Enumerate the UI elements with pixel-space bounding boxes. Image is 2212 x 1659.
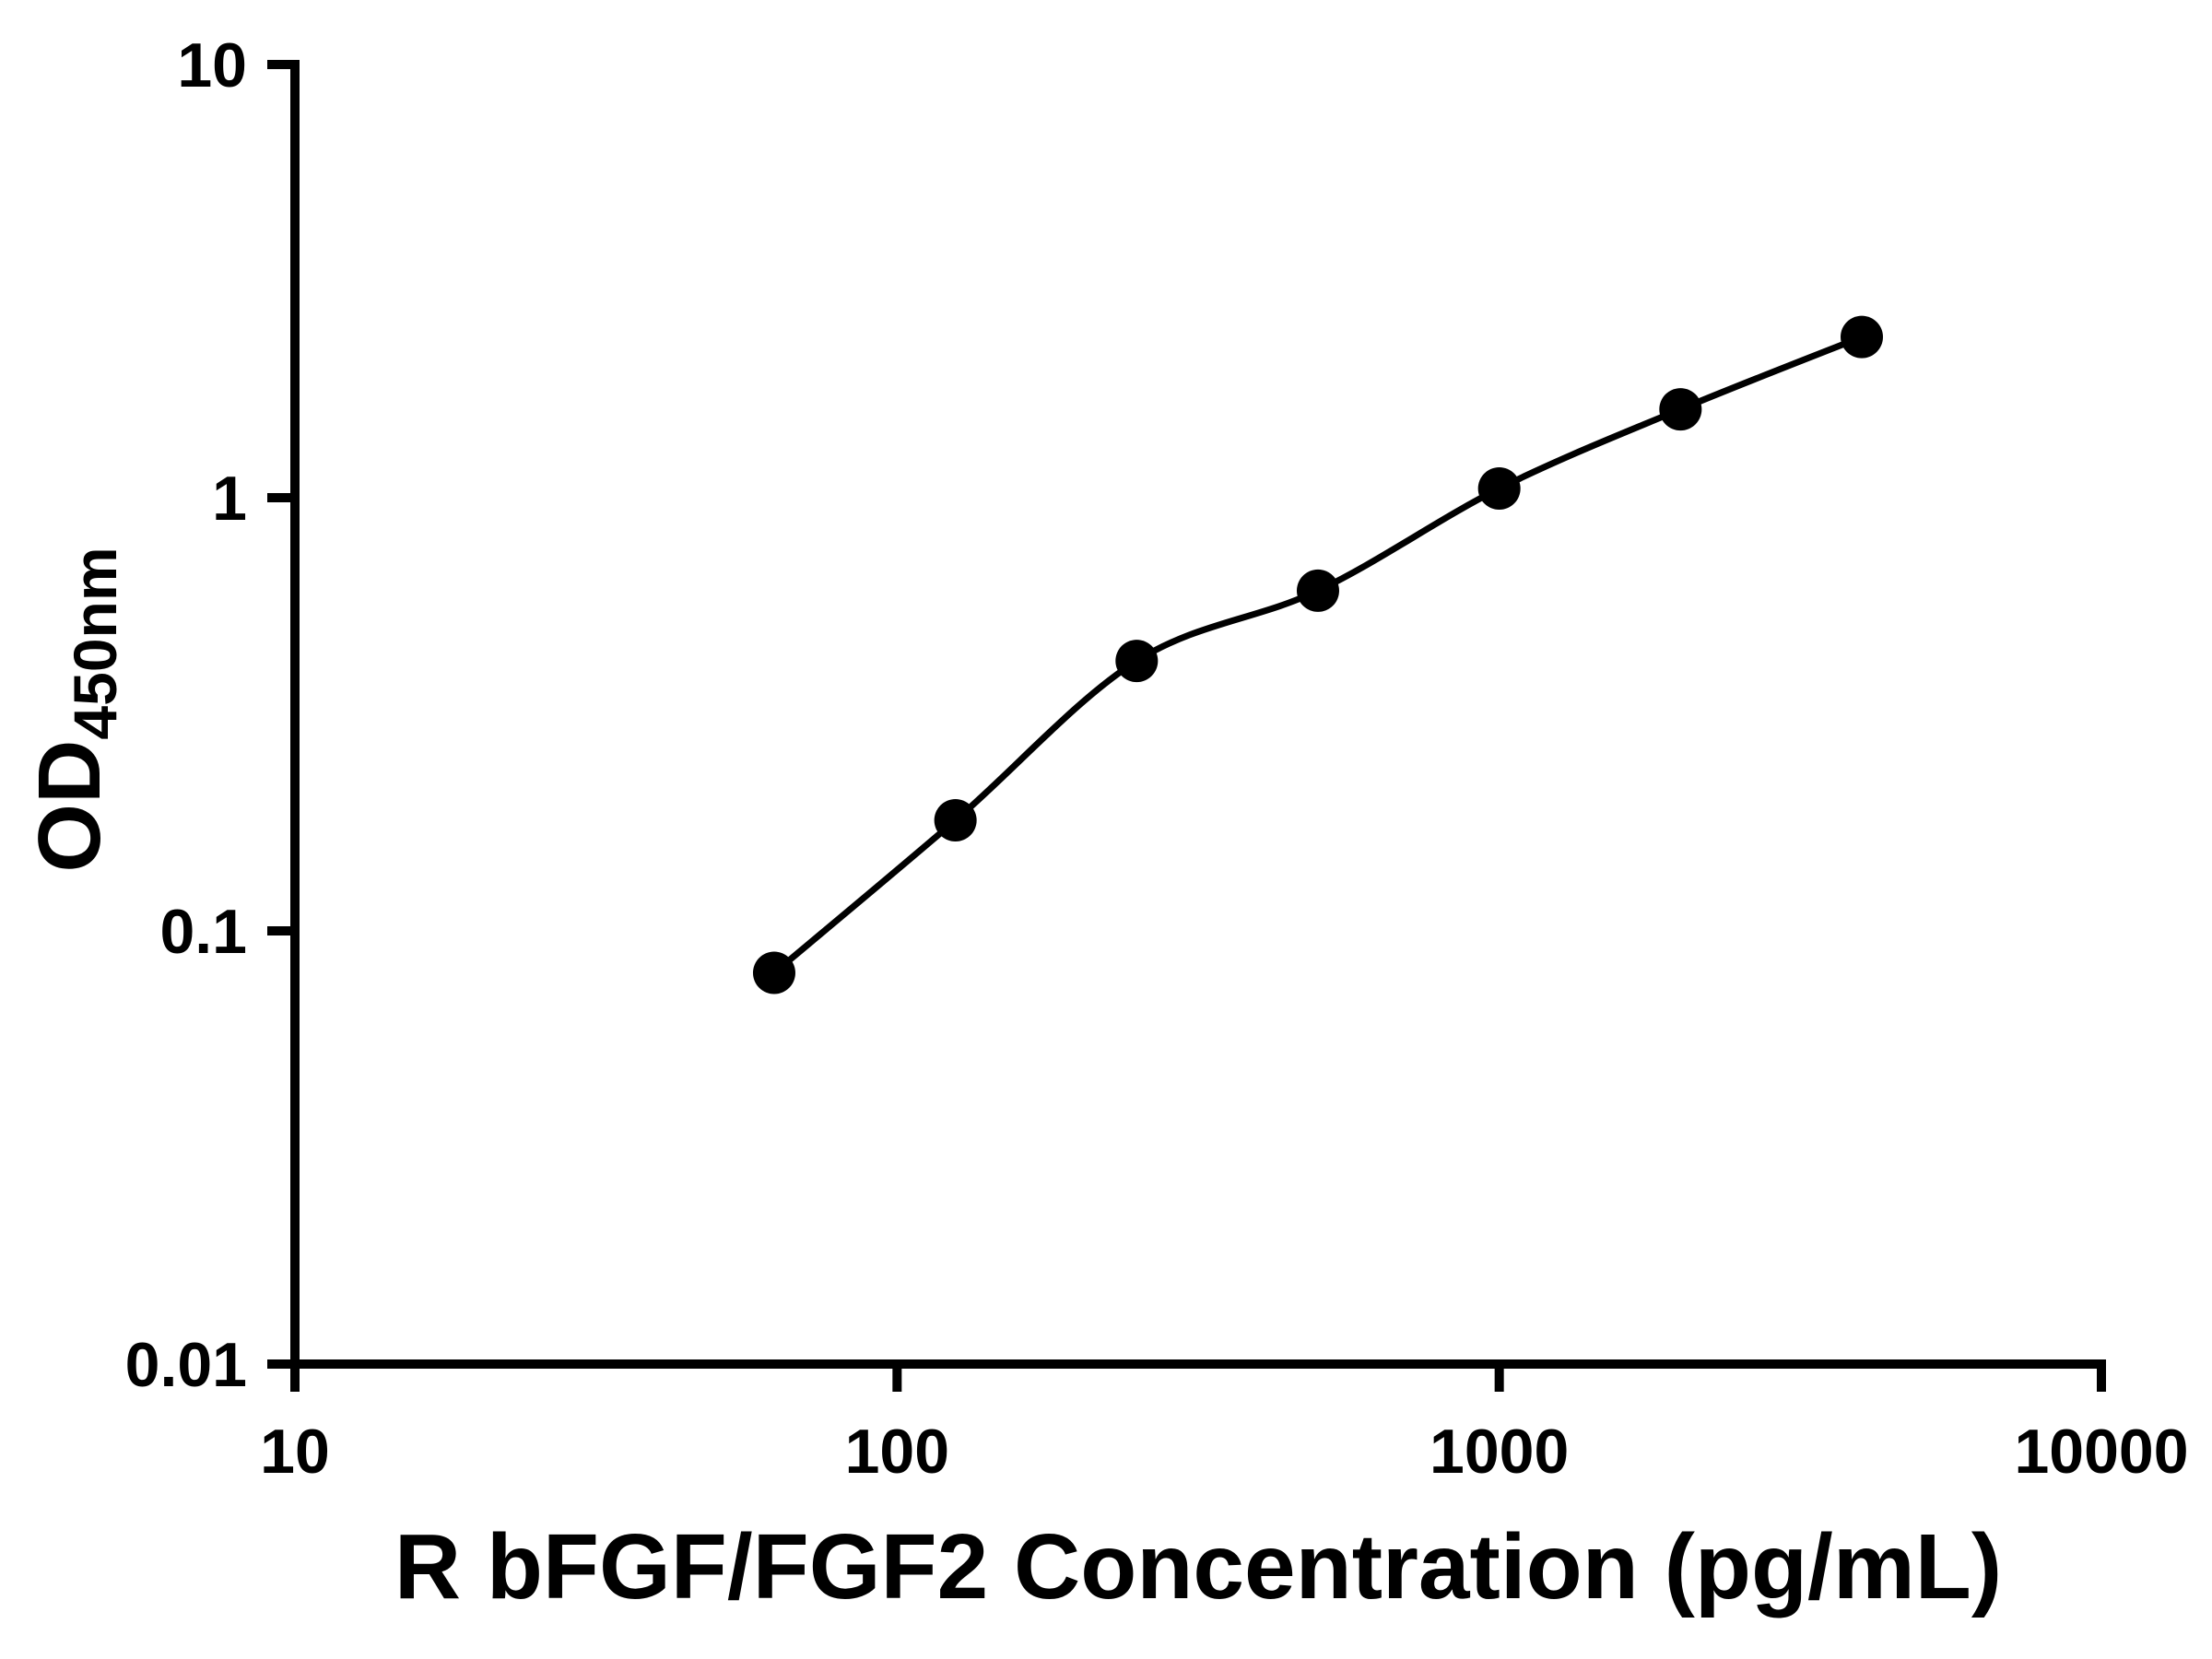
data-point-250	[1115, 640, 1159, 683]
y-axis-title-sub: 450nm	[61, 547, 129, 740]
data-point-500	[1296, 569, 1339, 612]
y-axis-title-main: OD	[20, 739, 119, 873]
x-tick-label-10000: 10000	[2014, 1417, 2188, 1487]
data-point-1000	[1477, 467, 1521, 511]
y-tick-label-0.1: 0.1	[159, 897, 247, 967]
y-tick-label-10: 10	[177, 30, 247, 100]
y-axis-title: OD450nm	[20, 547, 129, 872]
data-point-2000	[1659, 388, 1702, 431]
x-tick-label-1000: 1000	[1430, 1417, 1569, 1487]
data-point-4000	[1841, 315, 1884, 359]
standard-curve-line	[771, 334, 1865, 977]
x-tick-label-10: 10	[260, 1417, 330, 1487]
x-tick-label-100: 100	[845, 1417, 949, 1487]
y-tick-label-0.01: 0.01	[125, 1330, 247, 1400]
x-axis-title: R bFGF/FGF2 Concentration (pg/mL)	[394, 1515, 2003, 1618]
data-point-62.5	[752, 951, 795, 994]
y-tick-label-1: 1	[212, 464, 247, 534]
data-point-125	[934, 799, 977, 842]
